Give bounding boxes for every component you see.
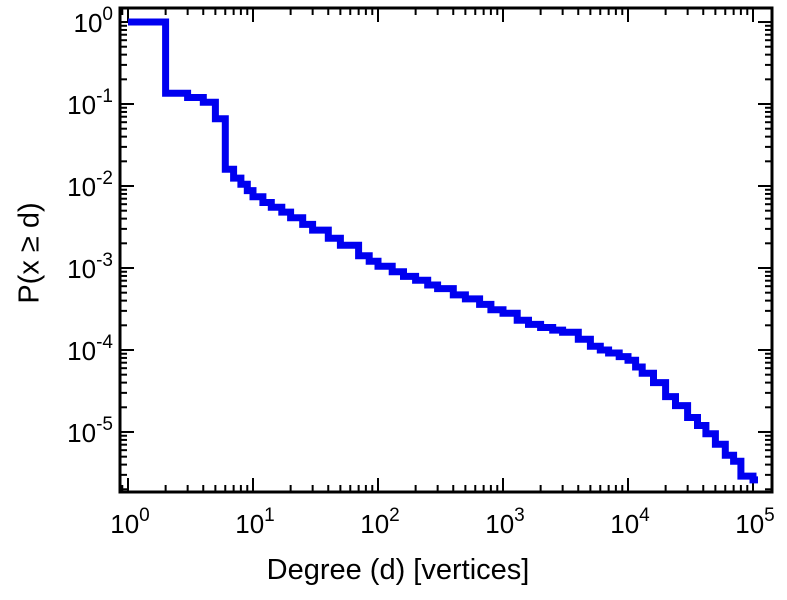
tick-labels: 100 101 102 103 104 105 100 10-1 10-2 10-3 10-4 10-… [67, 4, 775, 539]
y-tick-label: 10-3 [67, 250, 113, 284]
y-tick-label: 10-4 [67, 332, 113, 366]
x-tick-label: 103 [485, 505, 525, 539]
x-tick-label: 104 [610, 505, 650, 539]
x-axis-title: Degree (d) [vertices] [266, 554, 530, 586]
x-tick-label: 101 [235, 505, 275, 539]
x-tick-label: 105 [735, 505, 775, 539]
y-axis-title: P(x ≥ d) [13, 202, 46, 304]
axis-ticks [120, 8, 772, 492]
y-tick-label: 10-1 [67, 86, 113, 120]
x-tick-label: 100 [110, 505, 150, 539]
y-tick-label: 10-5 [67, 414, 113, 448]
ccdf-step-line [128, 18, 758, 484]
plot-frame [118, 6, 774, 494]
y-tick-label: 10-2 [67, 168, 113, 202]
x-tick-label: 102 [360, 505, 400, 539]
y-tick-label: 100 [74, 4, 114, 38]
